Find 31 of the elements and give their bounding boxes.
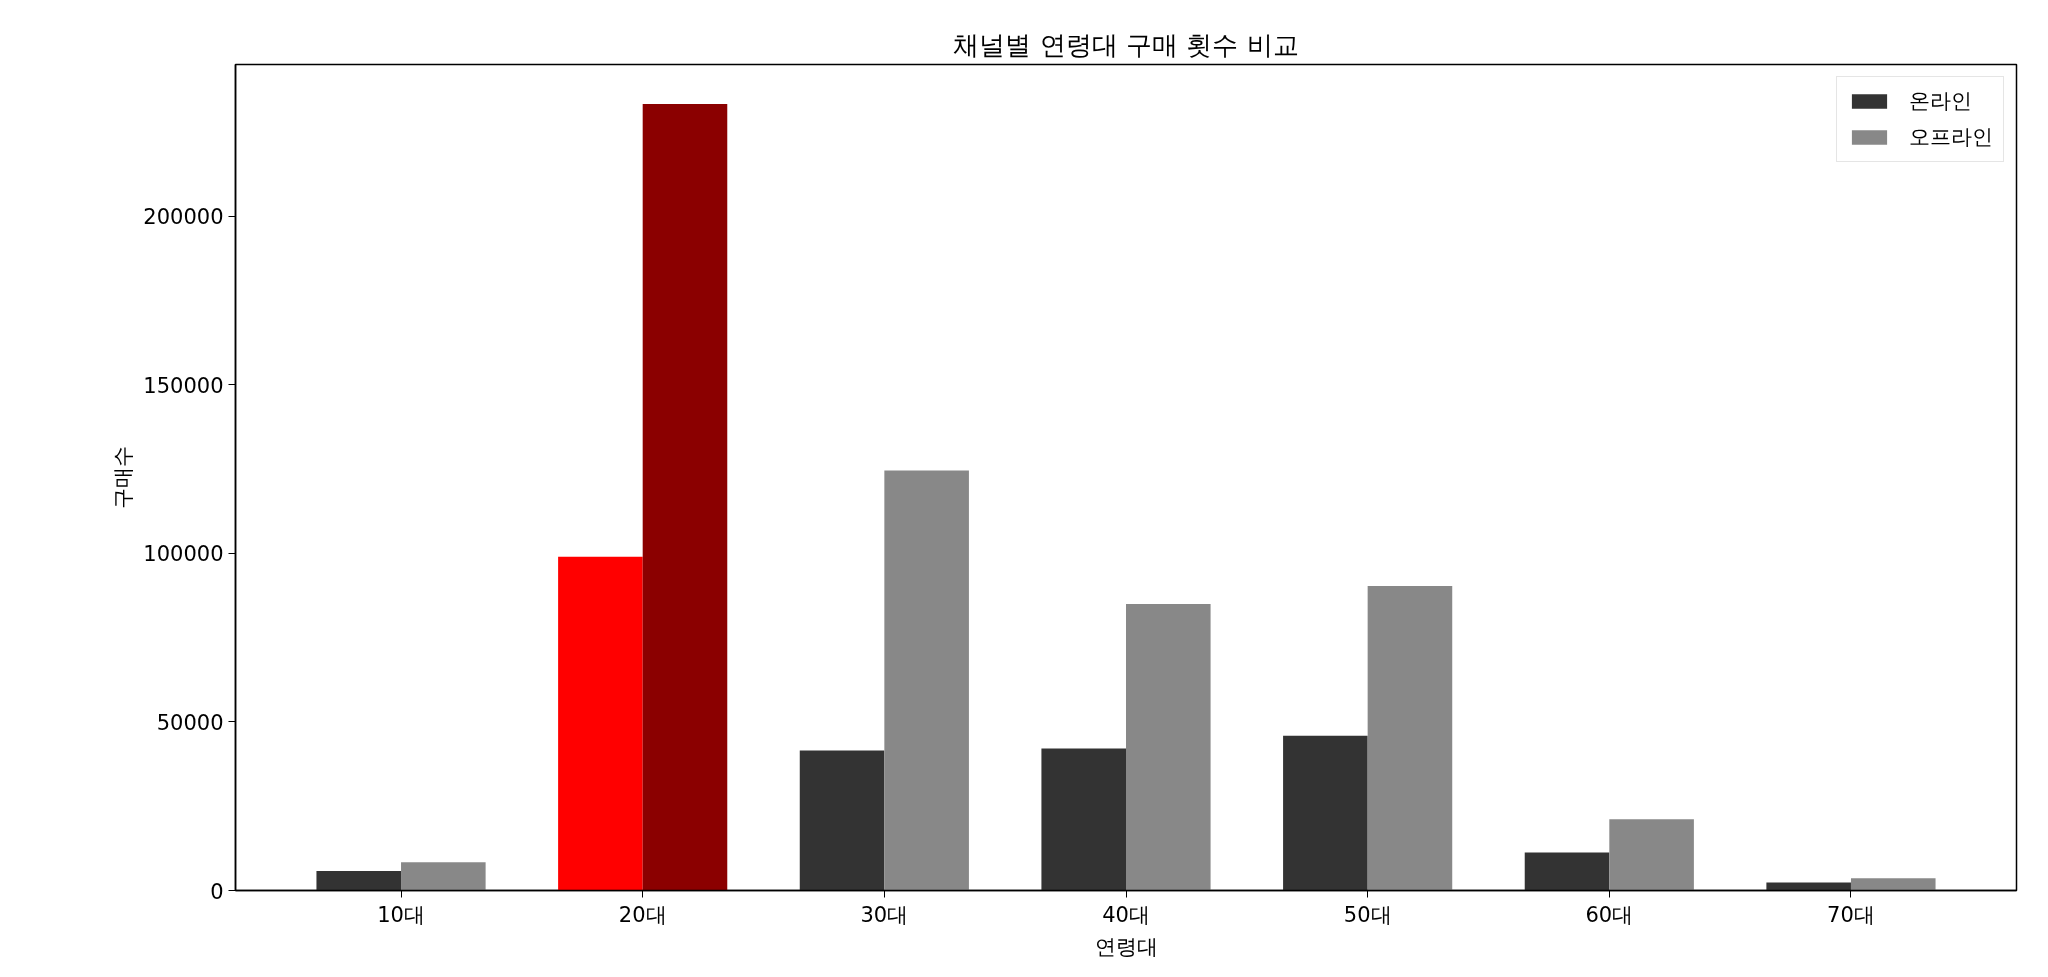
bar: [1766, 882, 1851, 891]
x-axis-title: 연령대: [1094, 934, 1158, 959]
y-tick-label: 200000: [143, 205, 224, 230]
x-tick-label: 60대: [1585, 902, 1634, 927]
bar: [884, 470, 969, 891]
bar: [799, 750, 885, 891]
x-tick-label: 40대: [1102, 902, 1150, 927]
bar: [1609, 819, 1694, 891]
bar: [1283, 735, 1368, 891]
y-tick-label: 100000: [143, 542, 224, 567]
bar: [1041, 748, 1126, 891]
x-tick-label: 50대: [1343, 902, 1392, 927]
y-tick-label: 0: [210, 879, 224, 904]
legend-label: 온라인: [1909, 88, 1972, 115]
bar: [642, 103, 728, 891]
x-tick-label: 10대: [377, 902, 425, 927]
bar: [558, 556, 643, 891]
bar: [1850, 878, 1936, 891]
legend-label: 오프라인: [1909, 124, 1993, 151]
x-tick-label: 20대: [618, 902, 667, 927]
bar: [401, 862, 486, 891]
x-tick-label: 30대: [860, 902, 909, 927]
bar: [1126, 603, 1211, 891]
bar: [1367, 586, 1453, 891]
y-tick-label: 150000: [143, 373, 224, 398]
x-tick-label: 70대: [1827, 902, 1875, 927]
y-axis-title: 구매수: [111, 446, 136, 509]
y-tick-label: 50000: [156, 710, 224, 735]
chart-title: 채널별 연령대 구매 횟수 비교: [953, 29, 1299, 60]
bar: [316, 870, 402, 891]
bar: [1524, 852, 1610, 891]
